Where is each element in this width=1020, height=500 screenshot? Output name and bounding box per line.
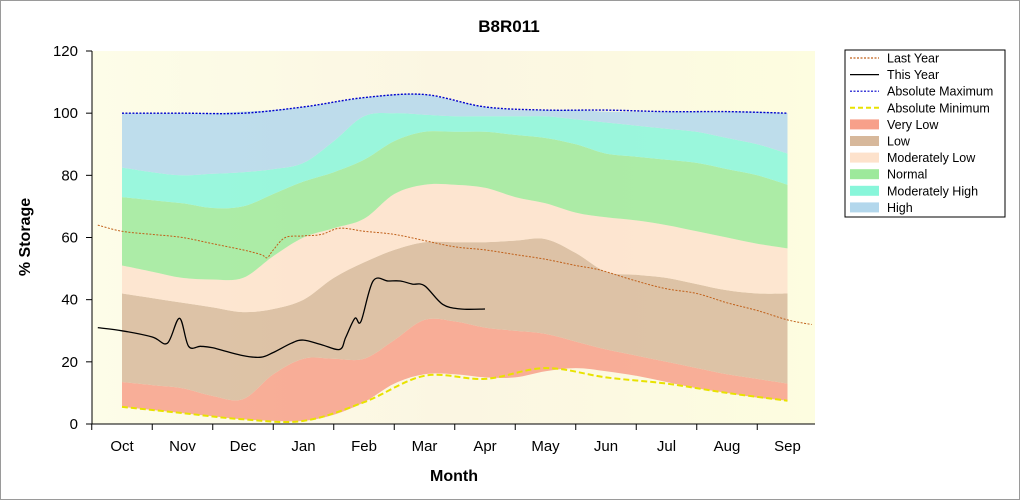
y-tick-label: 60	[61, 230, 78, 247]
x-tick-label: Nov	[169, 438, 196, 455]
legend-swatch-high	[850, 202, 879, 213]
x-tick-label: Sep	[774, 438, 801, 455]
x-tick-label: Apr	[473, 438, 496, 455]
series-this-year	[97, 277, 486, 359]
band-areas	[122, 93, 788, 422]
legend-label-absolute-maximum: Absolute Maximum	[887, 85, 993, 99]
x-tick-label: Mar	[412, 438, 438, 455]
legend-label-last-year: Last Year	[887, 52, 939, 66]
legend-label-this-year: This Year	[887, 68, 939, 82]
x-tick-label: Jan	[291, 438, 315, 455]
y-tick-label: 20	[61, 354, 78, 371]
legend-swatch-low	[850, 136, 879, 146]
band-low	[122, 238, 788, 401]
band-high	[122, 93, 788, 176]
band-moderately-low	[122, 183, 788, 313]
legend-label-low: Low	[887, 135, 911, 149]
y-axis-label: % Storage	[17, 198, 34, 276]
y-tick-label: 40	[61, 292, 78, 309]
x-axis-ticks: Oct Nov Dec Jan Feb Mar Apr May Jun Jul Aug Sep	[91, 424, 801, 455]
x-tick-label: Aug	[714, 438, 741, 455]
y-tick-label: 80	[61, 167, 78, 184]
x-tick-label: May	[531, 438, 560, 455]
y-tick-label: 100	[53, 105, 78, 122]
x-axis-label: Month	[430, 468, 478, 485]
band-normal	[122, 131, 788, 281]
series-absolute-maximum	[122, 93, 788, 115]
legend-label-moderately-low: Moderately Low	[887, 151, 976, 165]
legend-swatch-moderately-high	[850, 185, 879, 196]
band-moderately-high	[122, 113, 788, 209]
legend-label-high: High	[887, 201, 913, 215]
band-very-low	[122, 318, 788, 422]
y-tick-label: 0	[70, 416, 78, 433]
series-absolute-minimum	[121, 367, 788, 424]
legend-label-absolute-minimum: Absolute Minimum	[887, 101, 990, 115]
x-tick-label: Jun	[594, 438, 618, 455]
legend-swatch-moderately-low	[850, 152, 879, 163]
legend-label-normal: Normal	[887, 168, 927, 182]
legend-swatch-normal	[850, 169, 879, 180]
x-tick-label: Jul	[657, 438, 676, 455]
x-tick-label: Oct	[110, 438, 134, 455]
legend-label-very-low: Very Low	[887, 118, 939, 132]
y-axis-ticks: 0 20 40 60 80 100 120	[53, 43, 92, 433]
x-tick-label: Feb	[351, 438, 377, 455]
chart-title: B8R011	[478, 17, 539, 36]
series-lines	[97, 93, 812, 424]
legend-label-moderately-high: Moderately High	[887, 184, 978, 198]
series-last-year	[97, 224, 812, 325]
x-tick-label: Dec	[230, 438, 257, 455]
legend-swatch-very-low	[850, 119, 879, 130]
y-tick-label: 120	[53, 43, 78, 60]
legend: Last Year This Year Absolute Maximum Absolu…	[844, 49, 1006, 218]
